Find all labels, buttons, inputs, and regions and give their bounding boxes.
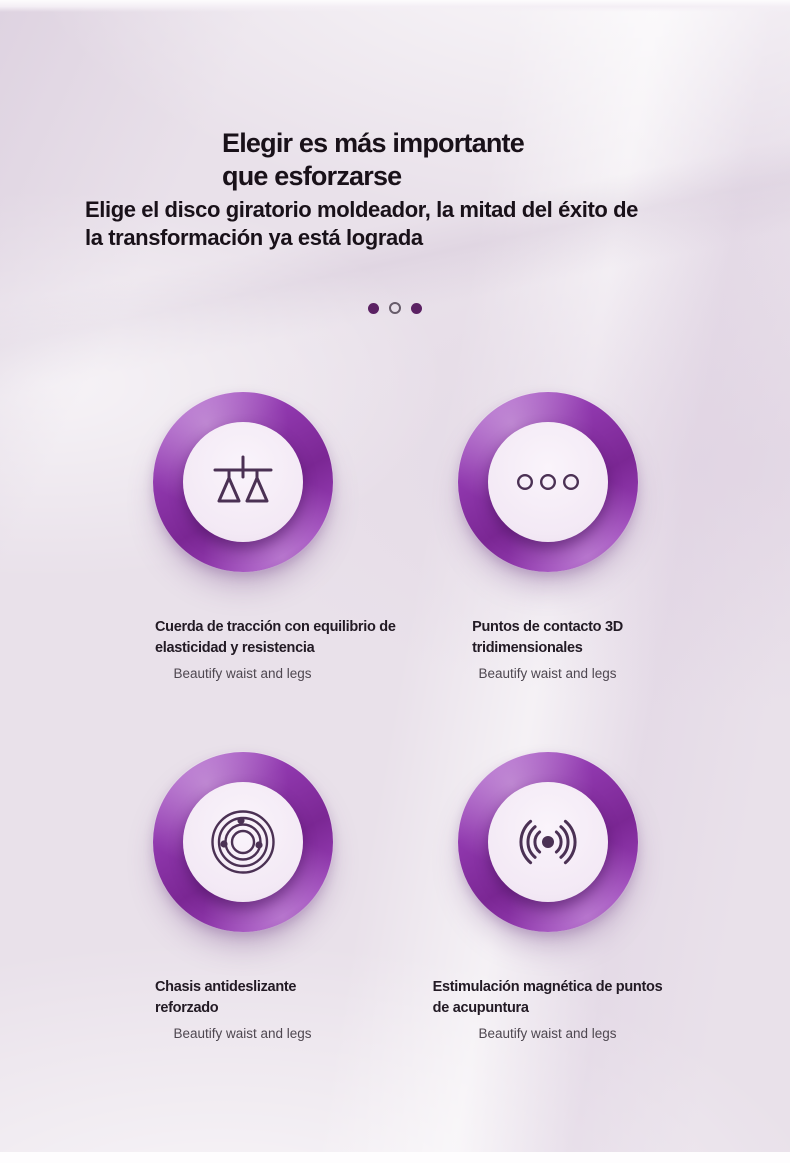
orbit-rings-icon — [210, 810, 275, 874]
carousel-dot-1[interactable] — [368, 302, 379, 314]
feature-title: Chasis antideslizante reforzado — [155, 979, 297, 1016]
feature-caption: Beautify waist and legs — [173, 1026, 312, 1041]
carousel-dot-2[interactable] — [389, 302, 401, 314]
feature-caption: Beautify waist and legs — [173, 666, 312, 681]
carousel-dot-3[interactable] — [411, 302, 422, 314]
feature-badge — [152, 392, 333, 572]
magnetic-wave-icon — [519, 819, 576, 865]
feature-badge — [152, 752, 333, 932]
feature-caption: Beautify waist and legs — [478, 1026, 617, 1041]
feature-badge — [457, 392, 638, 572]
feature-card-anti-slip-chassis: Chasis antideslizante reforzado Beautify… — [90, 750, 395, 1041]
page-subtitle: Elige el disco giratorio moldeador, la m… — [85, 196, 638, 252]
carousel-indicator — [0, 302, 790, 314]
badge-inner-disc — [487, 422, 608, 542]
page-subtitle-line1: Elige el disco giratorio moldeador, la m… — [85, 197, 639, 222]
feature-card-magnetic-stimulation: Estimulación magnética de puntos de acup… — [395, 750, 700, 1041]
page-title: Elegir es más importante que esforzarse — [222, 127, 525, 193]
balance-scale-icon — [213, 455, 272, 503]
feature-title: Estimulación magnética de puntos de acup… — [432, 979, 663, 1016]
feature-title: Cuerda de tracción con equilibrio de ela… — [155, 619, 396, 656]
feature-card-contact-points: Puntos de contacto 3D tridimensionales B… — [395, 390, 700, 681]
feature-title: Puntos de contacto 3D tridimensionales — [472, 619, 623, 656]
bottom-fabric-edge — [0, 1152, 790, 1163]
badge-inner-disc — [487, 782, 608, 902]
feature-badge — [457, 752, 638, 932]
contact-points-3d-icon — [516, 474, 579, 490]
feature-caption: Beautify waist and legs — [478, 666, 617, 681]
page-title-line1: Elegir es más importante — [222, 128, 525, 158]
badge-inner-disc — [182, 782, 303, 902]
feature-card-traction-cord: Cuerda de tracción con equilibrio de ela… — [90, 390, 396, 681]
page-subtitle-line2: la transformación ya está lograda — [85, 225, 423, 250]
top-fabric-edge — [0, 0, 790, 12]
badge-inner-disc — [182, 422, 303, 542]
page-title-line2: que esforzarse — [222, 161, 402, 191]
